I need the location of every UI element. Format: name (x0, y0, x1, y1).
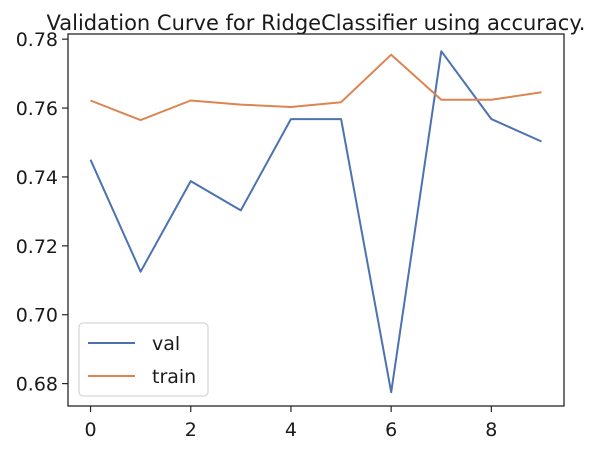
x-axis: 0 2 4 6 8 (84, 406, 497, 441)
chart-title: Validation Curve for RidgeClassifier usi… (47, 11, 586, 35)
x-tick-label: 2 (185, 419, 197, 441)
legend-box (78, 322, 209, 397)
y-tick-label: 0.74 (16, 167, 58, 189)
series-lines (89, 50, 542, 394)
legend: val train (78, 322, 209, 397)
y-tick-label: 0.68 (16, 374, 58, 396)
series-line-train (90, 53, 542, 122)
legend-label-val: val (152, 333, 180, 355)
x-tick-label: 8 (485, 419, 497, 441)
y-tick-label: 0.76 (16, 98, 58, 120)
x-tick-label: 4 (285, 419, 297, 441)
plot-area-frame (67, 33, 565, 407)
x-tick-label: 6 (385, 419, 397, 441)
y-tick-label: 0.72 (16, 236, 58, 258)
x-tick-label: 0 (84, 419, 96, 441)
y-axis: 0.68 0.70 0.72 0.74 0.76 0.78 (16, 29, 68, 396)
legend-label-train: train (152, 366, 196, 388)
series-line-val (89, 50, 542, 394)
y-tick-label: 0.70 (16, 305, 58, 327)
y-tick-label: 0.78 (16, 29, 58, 51)
